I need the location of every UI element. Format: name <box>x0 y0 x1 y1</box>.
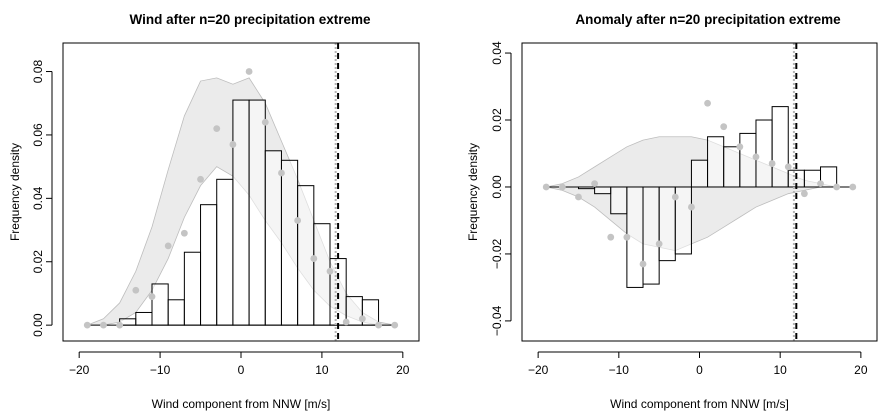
data-point <box>326 267 334 275</box>
y-tick-label: 0.08 <box>31 60 45 84</box>
histogram-bar <box>594 186 612 195</box>
y-tick-label: 0.06 <box>31 123 45 147</box>
histogram-bar <box>707 136 725 188</box>
x-tick-label: −10 <box>150 363 171 377</box>
data-point <box>558 183 566 191</box>
data-point <box>639 260 647 268</box>
histogram-bar <box>216 178 234 326</box>
data-point <box>833 183 841 191</box>
x-tick-label: 10 <box>774 363 788 377</box>
data-point <box>100 321 107 329</box>
data-point <box>245 68 253 75</box>
histogram-bar <box>200 204 218 326</box>
x-tick-label: 10 <box>315 363 329 377</box>
chart-panel-1: Wind after n=20 precipitation extreme −20… <box>8 12 420 411</box>
y-tick-label: −0.04 <box>490 305 504 336</box>
data-point <box>768 160 776 167</box>
data-point <box>310 255 318 262</box>
histogram-bar <box>183 251 202 326</box>
data-point <box>720 123 728 131</box>
data-point <box>213 125 221 132</box>
chart-title: Wind after n=20 precipitation extreme <box>129 12 371 27</box>
histogram-bar <box>264 150 282 326</box>
histogram-bar <box>642 186 660 285</box>
y-tick-label: 0.04 <box>31 186 45 210</box>
data-point <box>688 203 695 211</box>
y-axis-label: Frequency density <box>8 143 22 241</box>
data-point <box>671 193 679 201</box>
data-point <box>164 242 172 250</box>
data-point <box>375 321 382 329</box>
histogram-bar <box>280 159 299 326</box>
data-point <box>197 175 204 183</box>
data-point <box>736 143 744 151</box>
histogram-bar <box>610 186 628 215</box>
histogram-bar <box>361 299 380 326</box>
histogram-bar <box>755 119 773 188</box>
data-point <box>294 217 302 224</box>
data-point <box>849 183 857 191</box>
x-tick-label: 0 <box>696 363 703 377</box>
histogram-bar <box>690 159 709 188</box>
plot-frame <box>62 42 420 342</box>
chart-title: Anomaly after n=20 precipitation extreme <box>575 12 841 27</box>
histogram-bar <box>771 106 789 188</box>
histogram-bar <box>167 299 185 326</box>
x-tick-label: −10 <box>609 363 630 377</box>
histogram-bar <box>313 223 331 326</box>
data-point <box>132 286 140 294</box>
y-tick-label: 0.02 <box>31 250 45 274</box>
histogram-bar <box>739 132 757 188</box>
data-point <box>358 315 366 323</box>
histogram-bar <box>297 185 315 326</box>
x-axis-label: Wind component from NNW [m/s] <box>152 397 331 411</box>
data-point <box>817 180 824 188</box>
y-tick-label: 0.02 <box>490 108 504 132</box>
histogram-bar <box>135 311 153 326</box>
histogram-bar <box>151 283 169 326</box>
data-point <box>607 233 615 241</box>
data-point <box>591 180 599 188</box>
data-point <box>261 118 269 126</box>
data-point <box>542 183 550 191</box>
x-axis-label: Wind component from NNW [m/s] <box>610 397 789 411</box>
data-point <box>752 153 760 161</box>
data-point <box>575 193 582 201</box>
y-tick-label: 0.04 <box>490 41 504 65</box>
plot-frame <box>521 42 878 342</box>
data-point <box>800 190 808 198</box>
histogram-bar <box>723 146 741 188</box>
data-point <box>342 318 350 326</box>
histogram-bar <box>232 99 250 326</box>
x-tick-label: 0 <box>238 363 245 377</box>
chart-panel-2: Anomaly after n=20 precipitation extreme… <box>466 12 878 411</box>
histogram-bar <box>248 99 266 326</box>
data-point <box>116 321 124 329</box>
data-point <box>278 169 285 177</box>
x-tick-label: −20 <box>528 363 549 377</box>
x-tick-label: 20 <box>854 363 868 377</box>
x-tick-label: −20 <box>69 363 90 377</box>
data-point <box>623 233 631 241</box>
data-point <box>83 321 91 329</box>
x-tick-label: 20 <box>396 363 410 377</box>
data-point <box>704 99 711 107</box>
y-axis-label: Frequency density <box>466 143 480 241</box>
data-point <box>229 141 237 148</box>
y-tick-label: −0.02 <box>490 238 504 269</box>
y-tick-label: 0.00 <box>31 313 45 337</box>
data-point <box>180 229 188 237</box>
data-point <box>784 163 792 171</box>
data-point <box>391 321 399 329</box>
data-point <box>655 240 663 248</box>
y-tick-label: 0.00 <box>490 175 504 199</box>
data-point <box>148 293 156 301</box>
